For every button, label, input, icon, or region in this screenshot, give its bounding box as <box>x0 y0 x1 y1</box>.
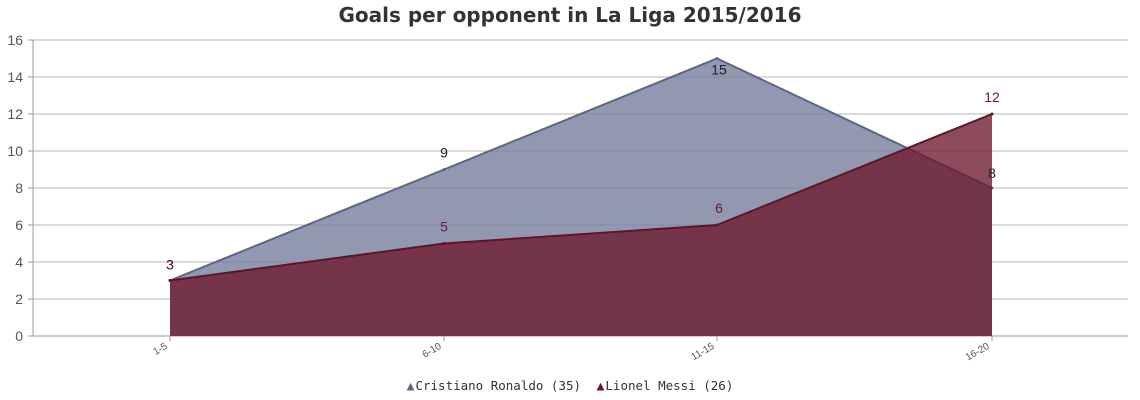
axes: 0 2 4 6 8 10 12 14 16 1-5 6-10 11-15 16-20 <box>7 32 993 364</box>
triangle-marker-icon: ▲ <box>406 379 415 394</box>
y-tick-label: 0 <box>15 328 23 344</box>
y-tick-label: 16 <box>7 32 23 48</box>
series-line <box>169 57 993 282</box>
data-point <box>442 242 446 245</box>
data-label: 3 <box>166 257 174 273</box>
y-tick-label: 6 <box>15 217 23 233</box>
data-label: 9 <box>440 145 448 161</box>
triangle-marker-icon: ▲ <box>596 379 605 394</box>
data-point <box>715 223 719 227</box>
y-tick-label: 4 <box>15 254 23 270</box>
y-tick-label: 8 <box>15 180 23 196</box>
x-tick-label: 6-10 <box>421 341 444 361</box>
x-tick-label: 16-20 <box>964 341 992 364</box>
data-point <box>715 57 719 60</box>
chart-title: Goals per opponent in La Liga 2015/2016 <box>338 3 802 27</box>
data-label: 15 <box>711 62 727 78</box>
legend-item-messi[interactable]: ▲Lionel Messi (26) <box>597 378 734 394</box>
legend: ▲Cristiano Ronaldo (35) ▲Lionel Messi (2… <box>0 378 1140 394</box>
y-tick-label: 14 <box>7 69 23 85</box>
legend-label: Cristiano Ronaldo (35) <box>415 378 582 393</box>
data-label: 6 <box>715 200 723 216</box>
y-tick-label: 10 <box>7 143 23 159</box>
y-tick-label: 2 <box>15 291 23 307</box>
series-area <box>170 114 992 336</box>
series-line <box>169 113 993 282</box>
y-tick-label: 12 <box>7 106 23 122</box>
data-point <box>990 112 994 116</box>
legend-item-ronaldo[interactable]: ▲Cristiano Ronaldo (35) <box>407 378 581 394</box>
data-label: 12 <box>984 89 1000 105</box>
data-label: 3 <box>166 257 174 273</box>
data-point <box>442 168 446 171</box>
x-tick-label: 11-15 <box>689 341 716 363</box>
legend-label: Lionel Messi (26) <box>605 378 734 393</box>
data-label: 5 <box>440 219 448 235</box>
data-point <box>168 279 172 282</box>
series-areas <box>168 57 994 336</box>
x-tick-label: 1-5 <box>151 341 169 358</box>
data-label: 8 <box>988 165 996 181</box>
